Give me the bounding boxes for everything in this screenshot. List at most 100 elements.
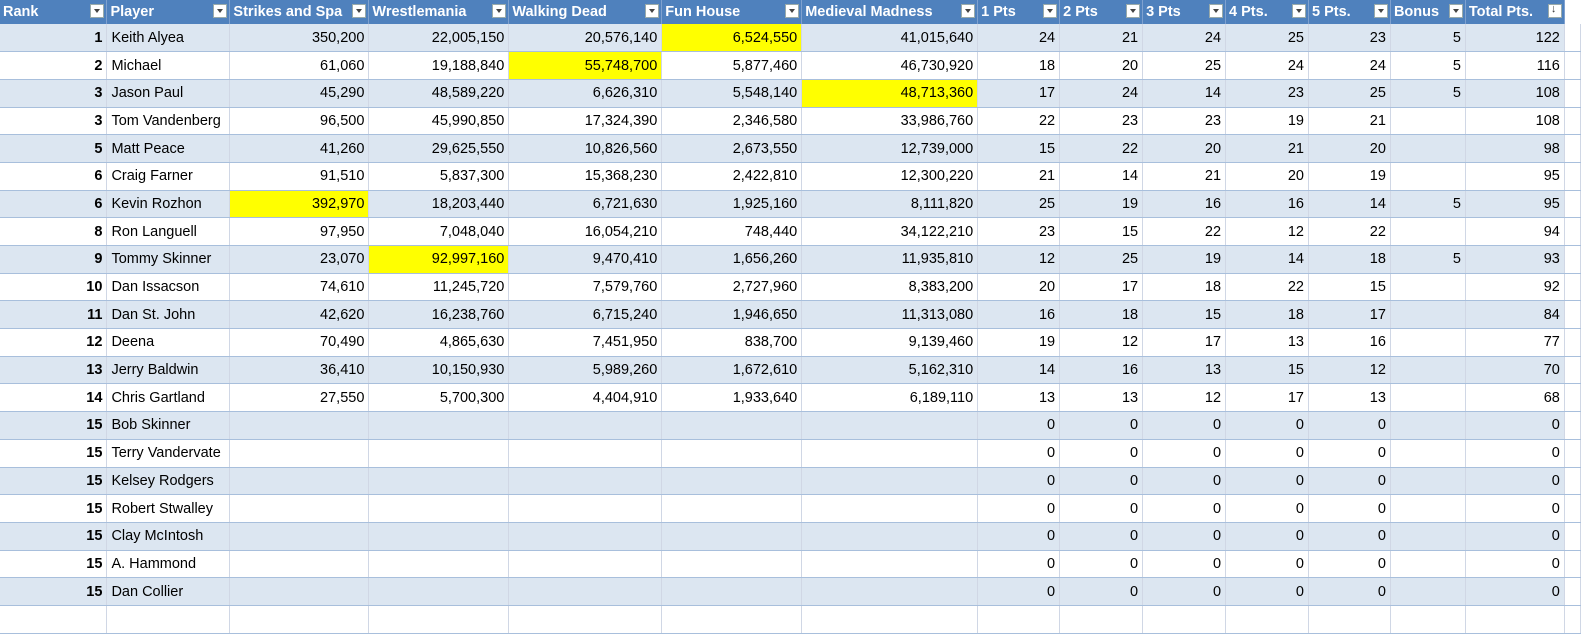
- cell-fun-house[interactable]: [661, 467, 803, 496]
- cell-walking-dead[interactable]: [508, 439, 663, 468]
- cell-3-pts[interactable]: 18: [1142, 273, 1227, 302]
- cell-player[interactable]: Dan Collier: [106, 577, 231, 606]
- empty-cell[interactable]: [1564, 51, 1581, 80]
- cell-bonus[interactable]: [1390, 217, 1466, 246]
- cell-wrestlemania[interactable]: 11,245,720: [368, 273, 510, 302]
- cell-walking-dead[interactable]: 15,368,230: [508, 162, 663, 191]
- cell-2-pts[interactable]: 0: [1059, 522, 1144, 551]
- cell-2-pts[interactable]: 13: [1059, 383, 1144, 413]
- cell-rank[interactable]: [0, 605, 108, 634]
- filter-dropdown-icon[interactable]: [492, 4, 507, 18]
- cell-bonus[interactable]: [1390, 356, 1466, 385]
- cell-1-pts[interactable]: 18: [977, 51, 1061, 80]
- cell-3-pts[interactable]: 25: [1142, 51, 1227, 80]
- cell-fun-house[interactable]: 2,673,550: [661, 134, 803, 163]
- filter-dropdown-icon[interactable]: [1043, 4, 1058, 18]
- filter-dropdown-icon[interactable]: [961, 4, 976, 18]
- cell-total-pts-[interactable]: 84: [1465, 300, 1565, 330]
- cell-strikes-and-spa[interactable]: 41,260: [229, 134, 370, 163]
- cell-walking-dead[interactable]: [508, 411, 663, 440]
- cell-player[interactable]: Kevin Rozhon: [106, 190, 231, 219]
- cell-5-pts-[interactable]: 0: [1308, 439, 1391, 468]
- empty-cell[interactable]: [1564, 494, 1581, 523]
- cell-5-pts-[interactable]: 12: [1308, 356, 1391, 385]
- cell-2-pts[interactable]: 25: [1059, 245, 1144, 274]
- cell-4-pts-[interactable]: 20: [1225, 162, 1309, 191]
- cell-1-pts[interactable]: 0: [977, 550, 1061, 579]
- cell-1-pts[interactable]: 0: [977, 522, 1061, 551]
- cell-1-pts[interactable]: 22: [977, 107, 1061, 136]
- cell-total-pts-[interactable]: 93: [1465, 245, 1565, 274]
- cell-wrestlemania[interactable]: [368, 522, 510, 551]
- cell-bonus[interactable]: [1390, 605, 1466, 634]
- cell-strikes-and-spa[interactable]: 392,970: [229, 190, 370, 219]
- cell-total-pts-[interactable]: 0: [1465, 467, 1565, 496]
- cell-1-pts[interactable]: 14: [977, 356, 1061, 385]
- cell-wrestlemania[interactable]: 45,990,850: [368, 107, 510, 136]
- filter-dropdown-icon[interactable]: [645, 4, 660, 18]
- cell-strikes-and-spa[interactable]: [229, 577, 370, 606]
- cell-4-pts-[interactable]: 13: [1225, 328, 1309, 357]
- cell-4-pts-[interactable]: 25: [1225, 24, 1309, 53]
- cell-total-pts-[interactable]: 0: [1465, 522, 1565, 551]
- cell-5-pts-[interactable]: 13: [1308, 383, 1391, 413]
- cell-player[interactable]: Tommy Skinner: [106, 245, 231, 274]
- cell-wrestlemania[interactable]: 19,188,840: [368, 51, 510, 80]
- empty-cell[interactable]: [1564, 24, 1581, 53]
- cell-walking-dead[interactable]: [508, 605, 663, 634]
- cell-total-pts-[interactable]: 0: [1465, 494, 1565, 523]
- cell-2-pts[interactable]: 0: [1059, 550, 1144, 579]
- empty-cell[interactable]: [1564, 107, 1581, 136]
- cell-rank[interactable]: 15: [0, 494, 108, 523]
- cell-2-pts[interactable]: 21: [1059, 24, 1144, 53]
- cell-1-pts[interactable]: 24: [977, 24, 1061, 53]
- filter-dropdown-icon[interactable]: [785, 4, 800, 18]
- cell-2-pts[interactable]: 0: [1059, 411, 1144, 440]
- cell-rank[interactable]: 11: [0, 300, 108, 330]
- cell-rank[interactable]: 5: [0, 134, 108, 163]
- cell-walking-dead[interactable]: 7,579,760: [508, 273, 663, 302]
- cell-2-pts[interactable]: 17: [1059, 273, 1144, 302]
- empty-cell[interactable]: [1564, 134, 1581, 163]
- cell-walking-dead[interactable]: 6,715,240: [508, 300, 663, 330]
- cell-player[interactable]: Robert Stwalley: [106, 494, 231, 523]
- cell-medieval-madness[interactable]: [801, 439, 979, 468]
- cell-bonus[interactable]: 5: [1390, 79, 1466, 108]
- filter-dropdown-icon[interactable]: [90, 4, 105, 18]
- cell-1-pts[interactable]: 12: [977, 245, 1061, 274]
- cell-wrestlemania[interactable]: 10,150,930: [368, 356, 510, 385]
- cell-walking-dead[interactable]: [508, 550, 663, 579]
- cell-bonus[interactable]: [1390, 494, 1466, 523]
- cell-2-pts[interactable]: 15: [1059, 217, 1144, 246]
- cell-rank[interactable]: 3: [0, 79, 108, 108]
- cell-4-pts-[interactable]: 16: [1225, 190, 1309, 219]
- cell-walking-dead[interactable]: [508, 467, 663, 496]
- cell-strikes-and-spa[interactable]: 97,950: [229, 217, 370, 246]
- cell-medieval-madness[interactable]: 34,122,210: [801, 217, 979, 246]
- cell-bonus[interactable]: 5: [1390, 190, 1466, 219]
- cell-rank[interactable]: 2: [0, 51, 108, 80]
- cell-5-pts-[interactable]: [1308, 605, 1391, 634]
- cell-wrestlemania[interactable]: 5,700,300: [368, 383, 510, 413]
- cell-1-pts[interactable]: 23: [977, 217, 1061, 246]
- cell-bonus[interactable]: [1390, 577, 1466, 606]
- cell-strikes-and-spa[interactable]: 45,290: [229, 79, 370, 108]
- cell-walking-dead[interactable]: 5,989,260: [508, 356, 663, 385]
- cell-total-pts-[interactable]: 98: [1465, 134, 1565, 163]
- cell-player[interactable]: Craig Farner: [106, 162, 231, 191]
- cell-walking-dead[interactable]: 10,826,560: [508, 134, 663, 163]
- cell-bonus[interactable]: [1390, 411, 1466, 440]
- cell-wrestlemania[interactable]: [368, 467, 510, 496]
- cell-bonus[interactable]: [1390, 107, 1466, 136]
- cell-strikes-and-spa[interactable]: [229, 467, 370, 496]
- cell-2-pts[interactable]: [1059, 605, 1144, 634]
- cell-strikes-and-spa[interactable]: [229, 411, 370, 440]
- cell-bonus[interactable]: [1390, 522, 1466, 551]
- cell-rank[interactable]: 1: [0, 24, 108, 53]
- cell-1-pts[interactable]: 13: [977, 383, 1061, 413]
- cell-2-pts[interactable]: 0: [1059, 467, 1144, 496]
- cell-bonus[interactable]: [1390, 328, 1466, 357]
- cell-bonus[interactable]: 5: [1390, 245, 1466, 274]
- cell-4-pts-[interactable]: 0: [1225, 577, 1309, 606]
- cell-2-pts[interactable]: 14: [1059, 162, 1144, 191]
